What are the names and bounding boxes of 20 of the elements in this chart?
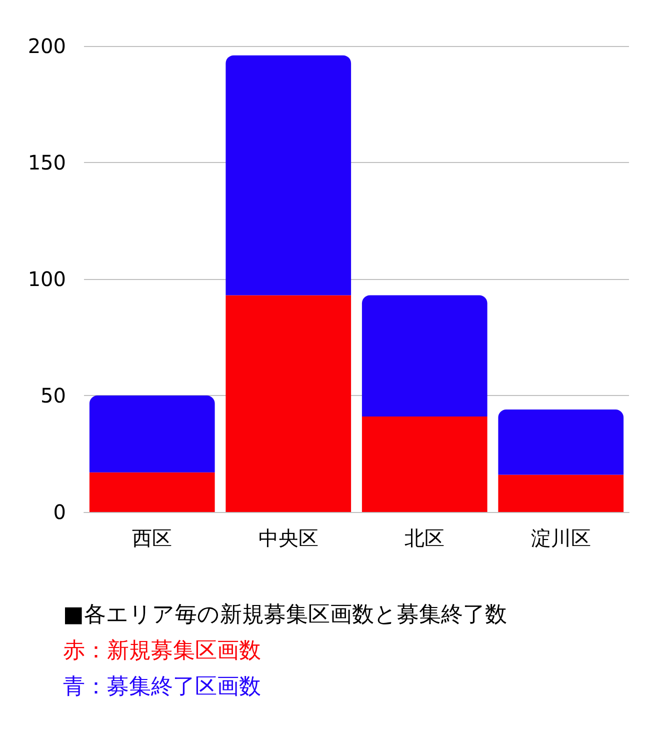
x-tick-label: 淀川区	[530, 526, 591, 550]
text: ■各エリア毎の新規募集区画数と募集終了数	[63, 602, 507, 628]
y-tick-label: 200	[28, 34, 66, 58]
y-tick-label: 150	[28, 150, 66, 174]
bar	[89, 472, 215, 512]
bar	[89, 396, 215, 472]
y-tick-label: 50	[40, 384, 66, 408]
bar	[498, 409, 624, 475]
bar	[226, 295, 352, 512]
x-tick-label: 中央区	[258, 526, 318, 550]
bar	[362, 416, 488, 512]
y-tick-label: 0	[53, 500, 66, 524]
text: 青：募集終了区画数	[63, 674, 261, 700]
x-tick-label: 北区	[404, 526, 445, 550]
y-tick-label: 100	[28, 267, 66, 291]
bar	[498, 474, 624, 512]
bar	[362, 295, 488, 416]
x-tick-label: 西区	[132, 526, 172, 550]
bar	[226, 55, 352, 296]
text: 赤：新規募集区画数	[63, 638, 261, 664]
